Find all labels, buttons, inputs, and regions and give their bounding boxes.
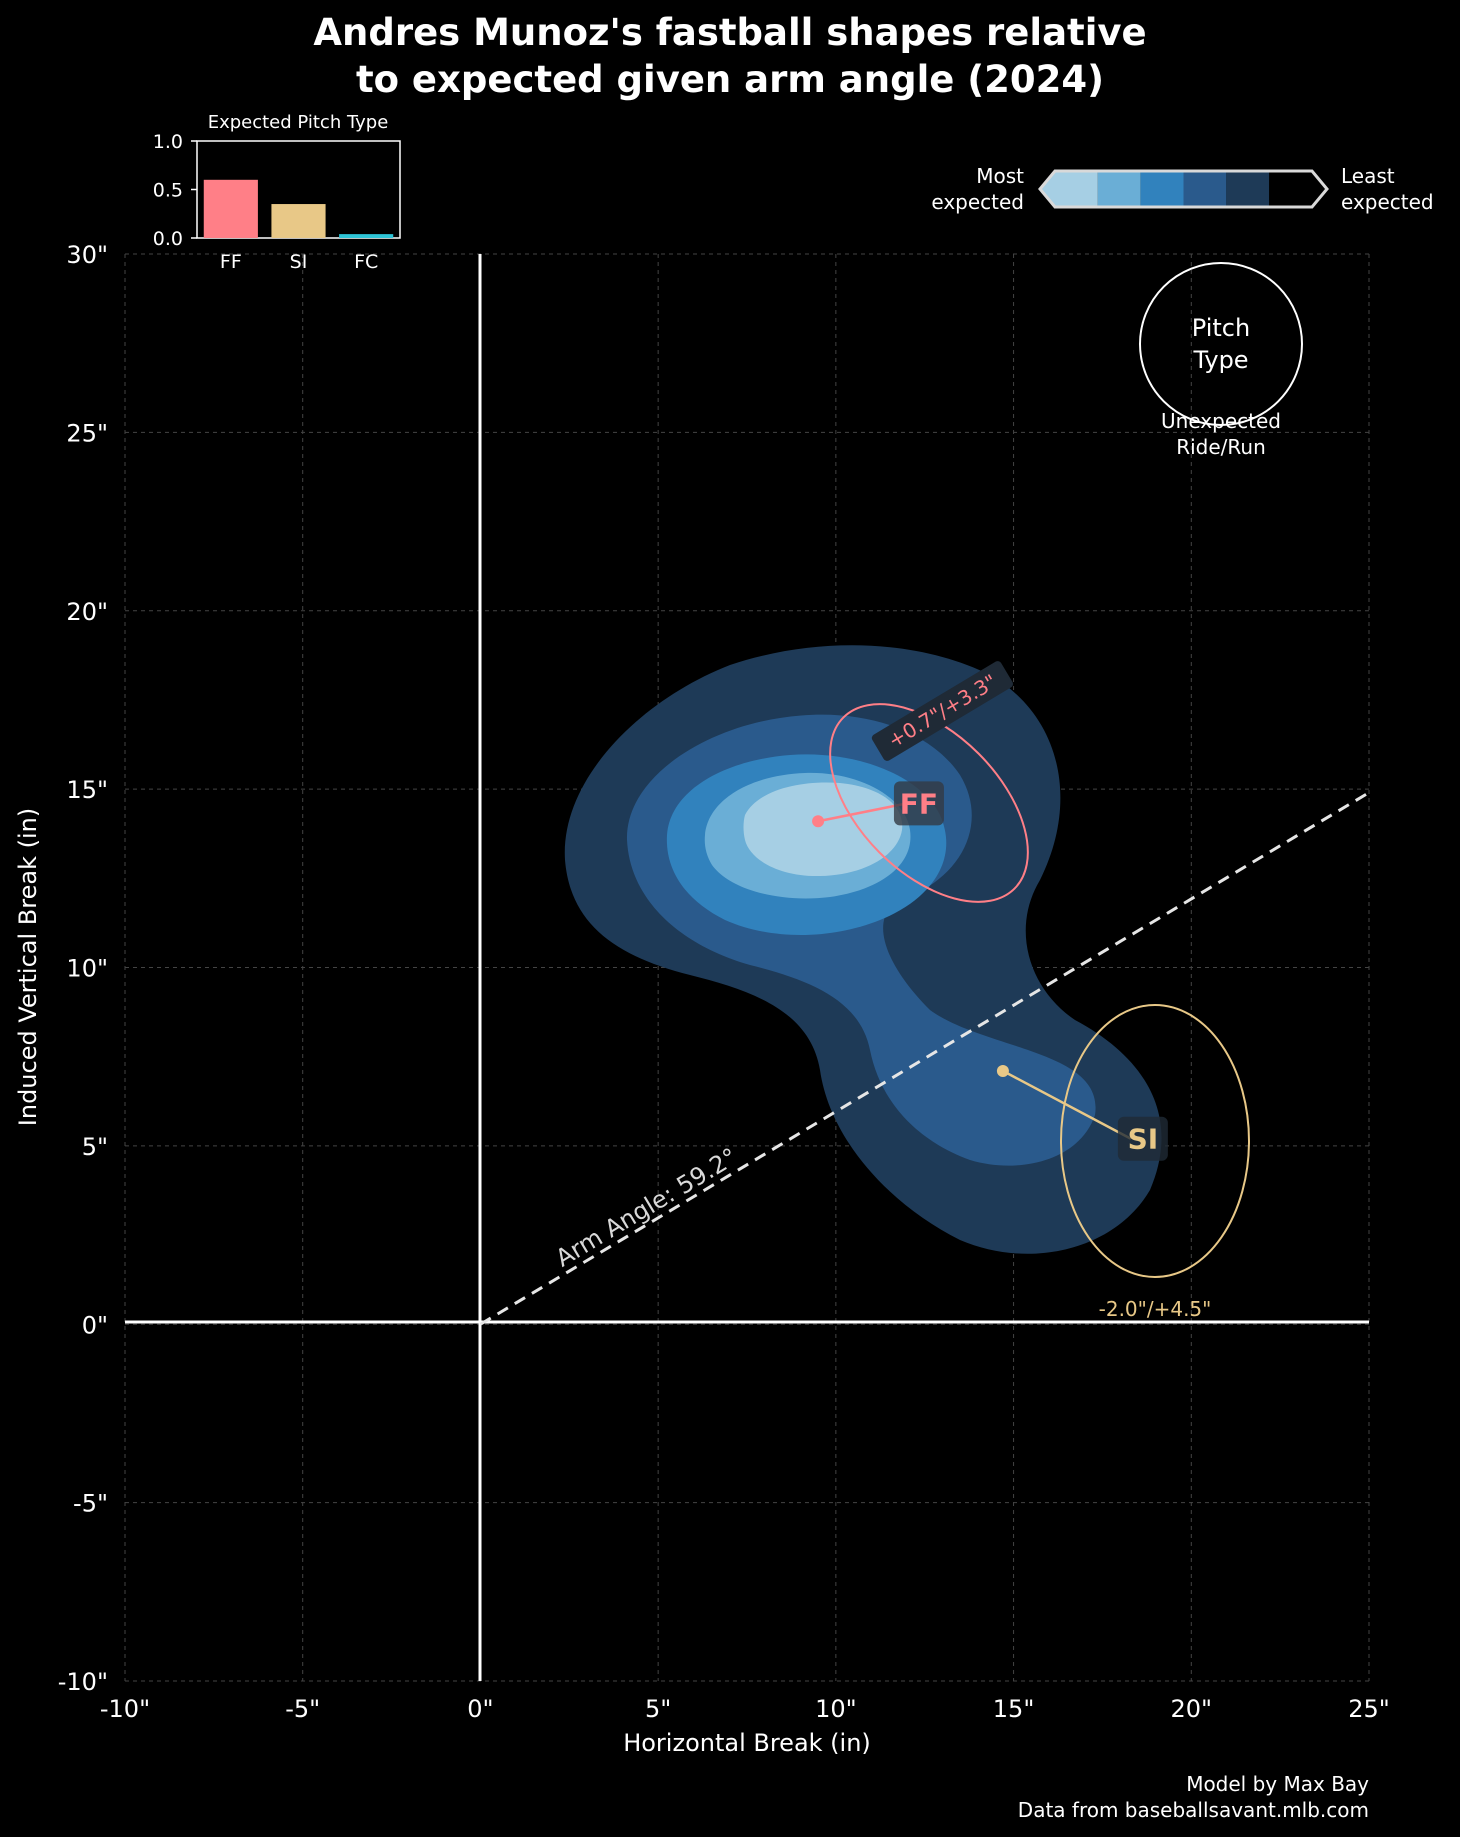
y-tick-label: 20" <box>66 598 108 626</box>
y-tick-label: 15" <box>66 776 108 804</box>
ff-label: FF <box>900 787 938 820</box>
x-tick-label: -10" <box>100 1695 150 1723</box>
si-ellipse-annotation: -2.0"/+4.5" <box>1099 1297 1212 1321</box>
inset-x-tick: FF <box>220 251 242 273</box>
credit-line1: Model by Max Bay <box>1186 1772 1369 1796</box>
colorbar-swatch <box>1183 171 1227 207</box>
inset-x-tick: SI <box>290 251 308 273</box>
y-tick-label: 10" <box>66 955 108 983</box>
x-tick-label: 10" <box>815 1695 857 1723</box>
si-expected-point <box>996 1064 1009 1077</box>
x-tick-label: 5" <box>645 1695 671 1723</box>
key-circle-line1: Pitch <box>1192 314 1250 342</box>
colorbar-least-line1: Least <box>1341 164 1395 188</box>
ff-expected-point <box>812 815 825 828</box>
inset-y-ticks: 0.0 0.5 1.0 <box>153 131 197 250</box>
expected-pitch-type-inset: Expected Pitch Type 0.0 0.5 1.0 FF SI FC <box>153 112 401 273</box>
chart-title-line1: Andres Munoz's fastball shapes relative <box>313 11 1146 54</box>
colorbar-most-line2: expected <box>931 190 1024 214</box>
inset-x-tick: FC <box>354 251 378 273</box>
si-label-box <box>1117 1116 1168 1161</box>
x-tick-label: -5" <box>285 1695 320 1723</box>
y-tick-label: 25" <box>66 419 108 447</box>
colorbar-swatch <box>1140 171 1184 207</box>
chart-title-line2: to expected given arm angle (2024) <box>356 58 1104 101</box>
pitch-type-key: Pitch Type Unexpected Ride/Run <box>1139 262 1303 459</box>
inset-bar-si <box>271 204 326 238</box>
inset-bar-ff <box>203 179 258 238</box>
colorbar-swatches <box>1040 171 1327 207</box>
si-ellipse <box>1060 1004 1250 1278</box>
colorbar-swatch <box>1269 171 1327 207</box>
colorbar-most-line1: Most <box>976 164 1024 188</box>
y-tick-label: 5" <box>82 1133 108 1161</box>
si-connector <box>1002 1069 1132 1140</box>
x-tick-label: 15" <box>993 1695 1035 1723</box>
expectedness-colorbar: Most expected Least expected <box>931 164 1433 214</box>
key-circle <box>1139 262 1303 426</box>
colorbar-outline <box>1038 169 1329 209</box>
colorbar-swatch <box>1097 171 1141 207</box>
si-label: SI <box>1128 1123 1159 1156</box>
ff-connector <box>817 802 908 823</box>
colorbar-least-line2: expected <box>1341 190 1434 214</box>
x-tick-label: 0" <box>467 1695 493 1723</box>
inset-bars <box>203 179 394 238</box>
ff-label-box <box>893 781 944 826</box>
x-axis-label: Horizontal Break (in) <box>623 1729 871 1757</box>
y-axis-label: Induced Vertical Break (in) <box>14 808 42 1126</box>
credit-line2: Data from baseballsavant.mlb.com <box>1018 1798 1369 1822</box>
colorbar-swatch <box>1226 171 1270 207</box>
density-contours <box>564 645 1162 1254</box>
key-caption-line1: Unexpected <box>1161 409 1281 433</box>
key-circle-line2: Type <box>1192 346 1248 374</box>
inset-y-tick-label: 0.5 <box>153 180 183 202</box>
arm-angle-label: Arm Angle: 59.2° <box>551 1143 742 1273</box>
ff-annotation-box <box>871 661 1013 761</box>
y-tick-labels: -10" -5" 0" 5" 10" 15" 20" 25" 30" <box>58 241 108 1696</box>
ff-ellipse <box>829 703 1029 903</box>
inset-bar-fc <box>339 234 394 238</box>
inset-x-ticks: FF SI FC <box>220 251 378 273</box>
inset-y-tick-label: 1.0 <box>153 131 183 153</box>
y-tick-label: -10" <box>58 1668 108 1696</box>
y-tick-label: 30" <box>66 241 108 269</box>
x-tick-label: 25" <box>1348 1695 1390 1723</box>
x-tick-labels: -10" -5" 0" 5" 10" 15" 20" 25" <box>100 1695 1390 1723</box>
colorbar-swatch <box>1040 171 1098 207</box>
key-caption-line2: Ride/Run <box>1176 435 1266 459</box>
arm-angle-line <box>479 791 1370 1326</box>
inset-y-tick-label: 0.0 <box>153 228 183 250</box>
inset-title: Expected Pitch Type <box>208 112 389 133</box>
x-tick-label: 20" <box>1170 1695 1212 1723</box>
y-tick-label: 0" <box>82 1311 108 1339</box>
contour-level-5 <box>743 782 903 877</box>
y-tick-label: -5" <box>73 1490 108 1518</box>
